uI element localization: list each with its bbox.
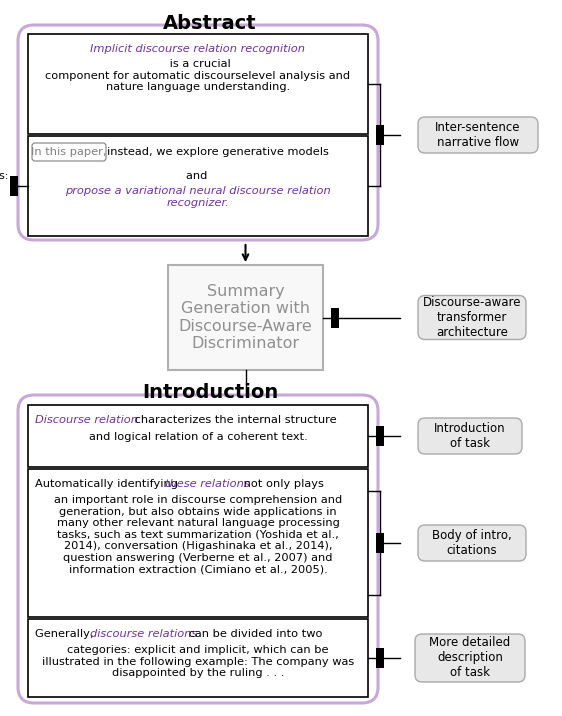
- Text: Automatically identifying: Automatically identifying: [35, 479, 182, 489]
- Bar: [376, 533, 384, 553]
- Text: Summary
Generation with
Discourse-Aware
Discriminator: Summary Generation with Discourse-Aware …: [179, 284, 312, 351]
- FancyBboxPatch shape: [418, 418, 522, 454]
- Bar: [10, 176, 18, 196]
- Bar: [28, 405, 368, 467]
- Text: Introduction
of task: Introduction of task: [434, 422, 506, 450]
- Text: In this paper,: In this paper,: [31, 147, 107, 157]
- Text: is a crucial
component for automatic discourselevel analysis and
nature language: is a crucial component for automatic dis…: [46, 59, 351, 92]
- Bar: [376, 125, 384, 145]
- Text: Abstract: Abstract: [163, 14, 257, 33]
- Bar: [28, 469, 368, 617]
- FancyBboxPatch shape: [18, 395, 378, 703]
- Text: Generally,: Generally,: [35, 629, 97, 639]
- Text: Discourse-aware
transformer
architecture: Discourse-aware transformer architecture: [423, 296, 521, 339]
- Text: More detailed
description
of task: More detailed description of task: [429, 637, 511, 679]
- Bar: [28, 136, 368, 236]
- Text: Body of intro,
citations: Body of intro, citations: [432, 529, 512, 557]
- FancyBboxPatch shape: [18, 25, 378, 240]
- Text: can be divided into two: can be divided into two: [185, 629, 323, 639]
- FancyBboxPatch shape: [418, 525, 526, 561]
- FancyBboxPatch shape: [32, 143, 106, 161]
- Text: Inter-sentence
narrative flow: Inter-sentence narrative flow: [435, 121, 521, 149]
- Bar: [331, 307, 339, 327]
- Bar: [28, 34, 368, 134]
- Text: not only plays: not only plays: [240, 479, 324, 489]
- Bar: [376, 648, 384, 668]
- Text: an important role in discourse comprehension and
generation, but also obtains wi: an important role in discourse comprehen…: [54, 495, 342, 575]
- Text: categories: explicit and implicit, which can be
illustrated in the following exa: categories: explicit and implicit, which…: [42, 645, 354, 678]
- Text: Discourse relation: Discourse relation: [35, 415, 138, 425]
- Text: and logical relation of a coherent text.: and logical relation of a coherent text.: [89, 432, 307, 442]
- Bar: [376, 426, 384, 446]
- Text: Introductory statements:
"In this paper" ,
"In this work" ,
"In the present stud: Introductory statements: "In this paper"…: [0, 171, 8, 216]
- Text: characterizes the internal structure: characterizes the internal structure: [131, 415, 337, 425]
- FancyBboxPatch shape: [418, 296, 526, 339]
- FancyBboxPatch shape: [415, 634, 525, 682]
- Text: instead, we explore generative models: instead, we explore generative models: [107, 147, 329, 157]
- FancyBboxPatch shape: [418, 117, 538, 153]
- Text: propose a variational neural discourse relation
recognizer.: propose a variational neural discourse r…: [65, 186, 331, 208]
- Text: and: and: [185, 171, 211, 181]
- Text: Introduction: Introduction: [142, 383, 278, 402]
- Text: these relations: these relations: [165, 479, 250, 489]
- Bar: [28, 619, 368, 697]
- Bar: [168, 265, 323, 370]
- Text: discourse relations: discourse relations: [90, 629, 197, 639]
- Text: Implicit discourse relation recognition: Implicit discourse relation recognition: [90, 44, 306, 54]
